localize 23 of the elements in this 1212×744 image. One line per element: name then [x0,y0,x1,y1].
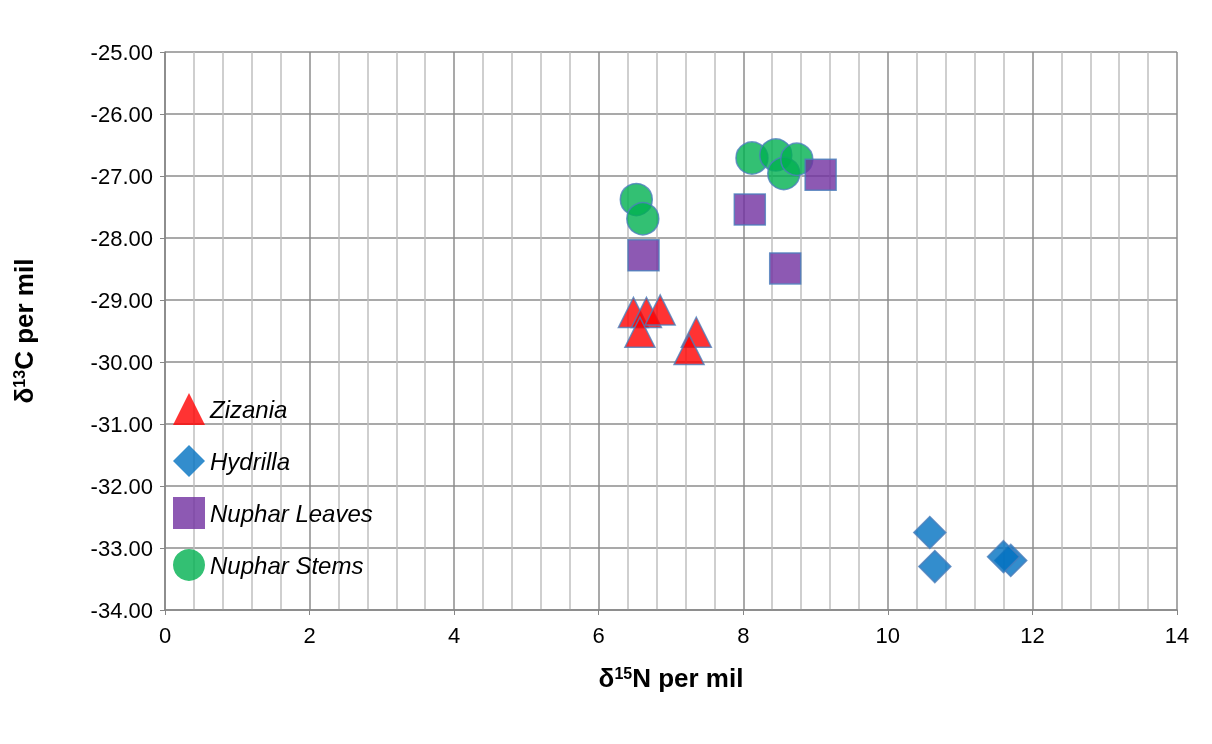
x-tick-label: 4 [448,622,461,648]
y-tick-label: -27.00 [90,163,153,189]
x-tick-label: 0 [158,622,172,648]
x-tick-label: 12 [1020,622,1045,648]
legend-label: Nuphar Leaves [210,499,373,527]
legend-label: Zizania [209,395,288,423]
y-tick-label: -26.00 [90,101,153,127]
y-tick-label: -32.00 [90,473,153,499]
x-tick-label: 8 [737,622,750,648]
x-tick-label: 6 [592,622,605,648]
y-tick-label: -28.00 [90,225,153,251]
y-tick-label: -33.00 [90,535,153,561]
y-tick-label: -31.00 [90,411,153,437]
y-tick-label: -25.00 [90,39,153,65]
y-axis-title: δ13C per mil [9,258,39,404]
x-tick-label: 2 [303,622,316,648]
legend-label: Hydrilla [210,447,291,475]
legend-label: Nuphar Stems [210,551,364,579]
y-tick-label: -30.00 [90,349,153,375]
x-tick-label: 10 [875,622,901,648]
y-tick-label: -29.00 [90,287,153,313]
y-tick-label: -34.00 [90,597,153,623]
x-tick-label: 14 [1164,622,1190,648]
